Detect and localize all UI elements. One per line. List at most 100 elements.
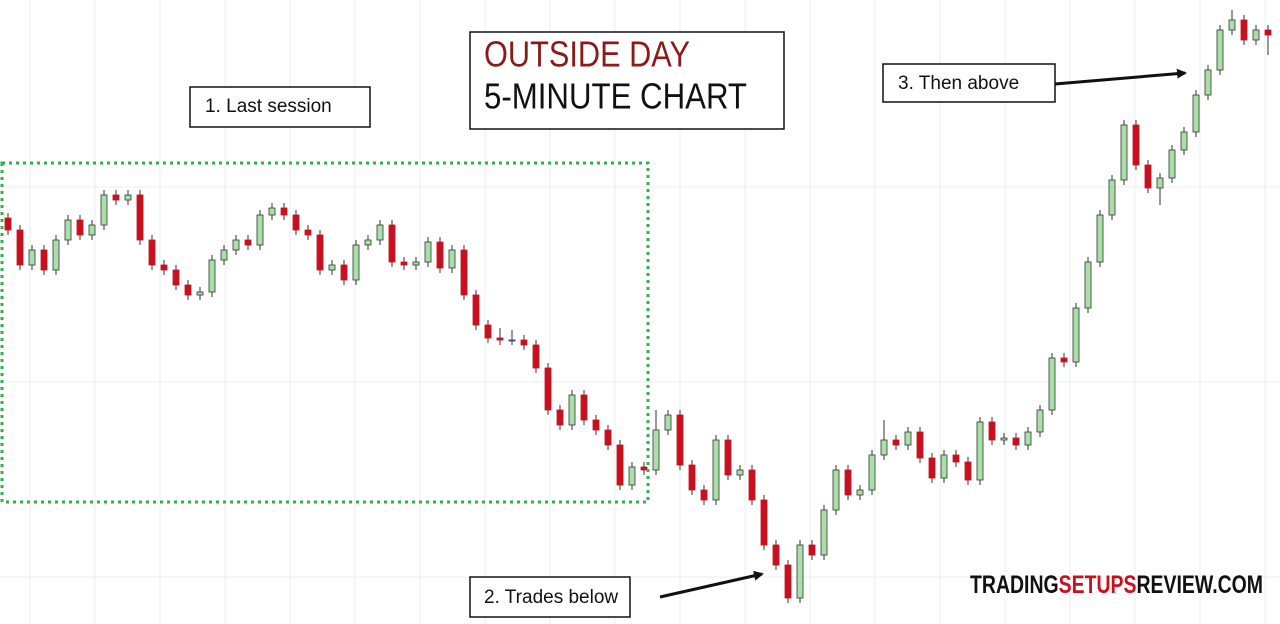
candle-body [568, 394, 576, 426]
candle-body [796, 544, 804, 599]
candle-body [1144, 164, 1152, 189]
candle-body [1036, 409, 1044, 433]
candle-body [892, 439, 900, 446]
candle-body [652, 429, 660, 471]
annotation-text: 1. Last session [205, 96, 332, 117]
candle-body [832, 469, 840, 511]
candle-body [1108, 179, 1116, 216]
candle-body [352, 244, 360, 281]
candle-body [1240, 19, 1248, 41]
arrow [659, 570, 764, 599]
candle-body [280, 207, 288, 216]
candle-body [88, 224, 96, 236]
candle-body [1000, 437, 1008, 441]
candle-body [460, 249, 468, 296]
chart-title: OUTSIDE DAY [484, 34, 690, 75]
candle-body [412, 261, 420, 266]
candle-body [160, 264, 168, 271]
candle-body [1264, 29, 1272, 36]
candle-body [808, 544, 816, 556]
annotation-text: 2. Trades below [484, 587, 618, 608]
candle-body [364, 239, 372, 246]
candle-body [724, 439, 732, 476]
candle-body [952, 454, 960, 463]
candle-body [1120, 124, 1128, 181]
candles [4, 10, 1272, 603]
candle-body [4, 217, 12, 231]
candle-body [520, 339, 528, 346]
last-session-box [0, 161, 650, 504]
candle-body [640, 466, 648, 471]
candle-body [496, 337, 504, 341]
watermark-part: TRADING [970, 571, 1059, 599]
candle-body [208, 259, 216, 293]
candle-body [232, 239, 240, 251]
title-box: OUTSIDE DAY 5-MINUTE CHART [469, 31, 785, 130]
candle-body [544, 367, 552, 411]
candle-body [76, 219, 84, 236]
candle-body [604, 429, 612, 446]
candle-body [100, 194, 108, 226]
candle-body [700, 489, 708, 501]
candle-body [16, 229, 24, 266]
candle-body [304, 229, 312, 236]
candle-body [316, 234, 324, 271]
annotation-text: 3. Then above [898, 73, 1019, 94]
candle-body [508, 339, 516, 342]
annotation-box [469, 576, 631, 618]
candle-body [28, 249, 36, 266]
candle-body [760, 499, 768, 546]
watermark: TRADINGSETUPSREVIEW.COM [970, 571, 1263, 599]
candle-body [940, 454, 948, 479]
candle-body [772, 544, 780, 566]
candle-body [580, 394, 588, 421]
candle-body [1168, 149, 1176, 179]
candle-body [1204, 69, 1212, 96]
candle-body [196, 291, 204, 296]
candle-body [148, 239, 156, 266]
watermark-part: SETUPS [1059, 571, 1137, 599]
candle-body [1072, 307, 1080, 363]
annotation-box [882, 63, 1056, 103]
candle-body [400, 261, 408, 266]
candle-body [1192, 94, 1200, 133]
candle-body [868, 454, 876, 491]
candle-body [184, 284, 192, 296]
candle-body [64, 219, 72, 241]
chart-subtitle: 5-MINUTE CHART [484, 76, 747, 117]
candle-body [40, 249, 48, 271]
candle-body [1084, 261, 1092, 309]
candle-body [880, 439, 888, 456]
candle-body [592, 419, 600, 431]
candle-body [124, 194, 132, 201]
candle-body [784, 564, 792, 599]
annotation-box [189, 86, 371, 128]
candle-body [844, 469, 852, 496]
candle-body [328, 264, 336, 271]
candle-body [256, 214, 264, 246]
candle-body [748, 469, 756, 501]
candle-body [172, 269, 180, 286]
candle-body [436, 241, 444, 269]
candle-body [976, 421, 984, 481]
candle-body [820, 509, 828, 556]
candle-body [1096, 214, 1104, 263]
candle-body [112, 194, 120, 201]
candle-body [244, 239, 252, 246]
arrow [1054, 68, 1187, 86]
candle-body [736, 469, 744, 476]
candle-body [616, 444, 624, 486]
candle-body [1012, 437, 1020, 446]
candle-body [916, 431, 924, 459]
candle-body [688, 464, 696, 491]
candle-body [712, 439, 720, 501]
candle-body [268, 207, 276, 216]
candle-body [664, 414, 672, 431]
candle-body [1228, 19, 1236, 31]
annotation: 3. Then above [882, 63, 1187, 103]
candle-body [1132, 124, 1140, 166]
candle-body [376, 224, 384, 241]
candle-body [928, 457, 936, 479]
candle-body [292, 214, 300, 231]
